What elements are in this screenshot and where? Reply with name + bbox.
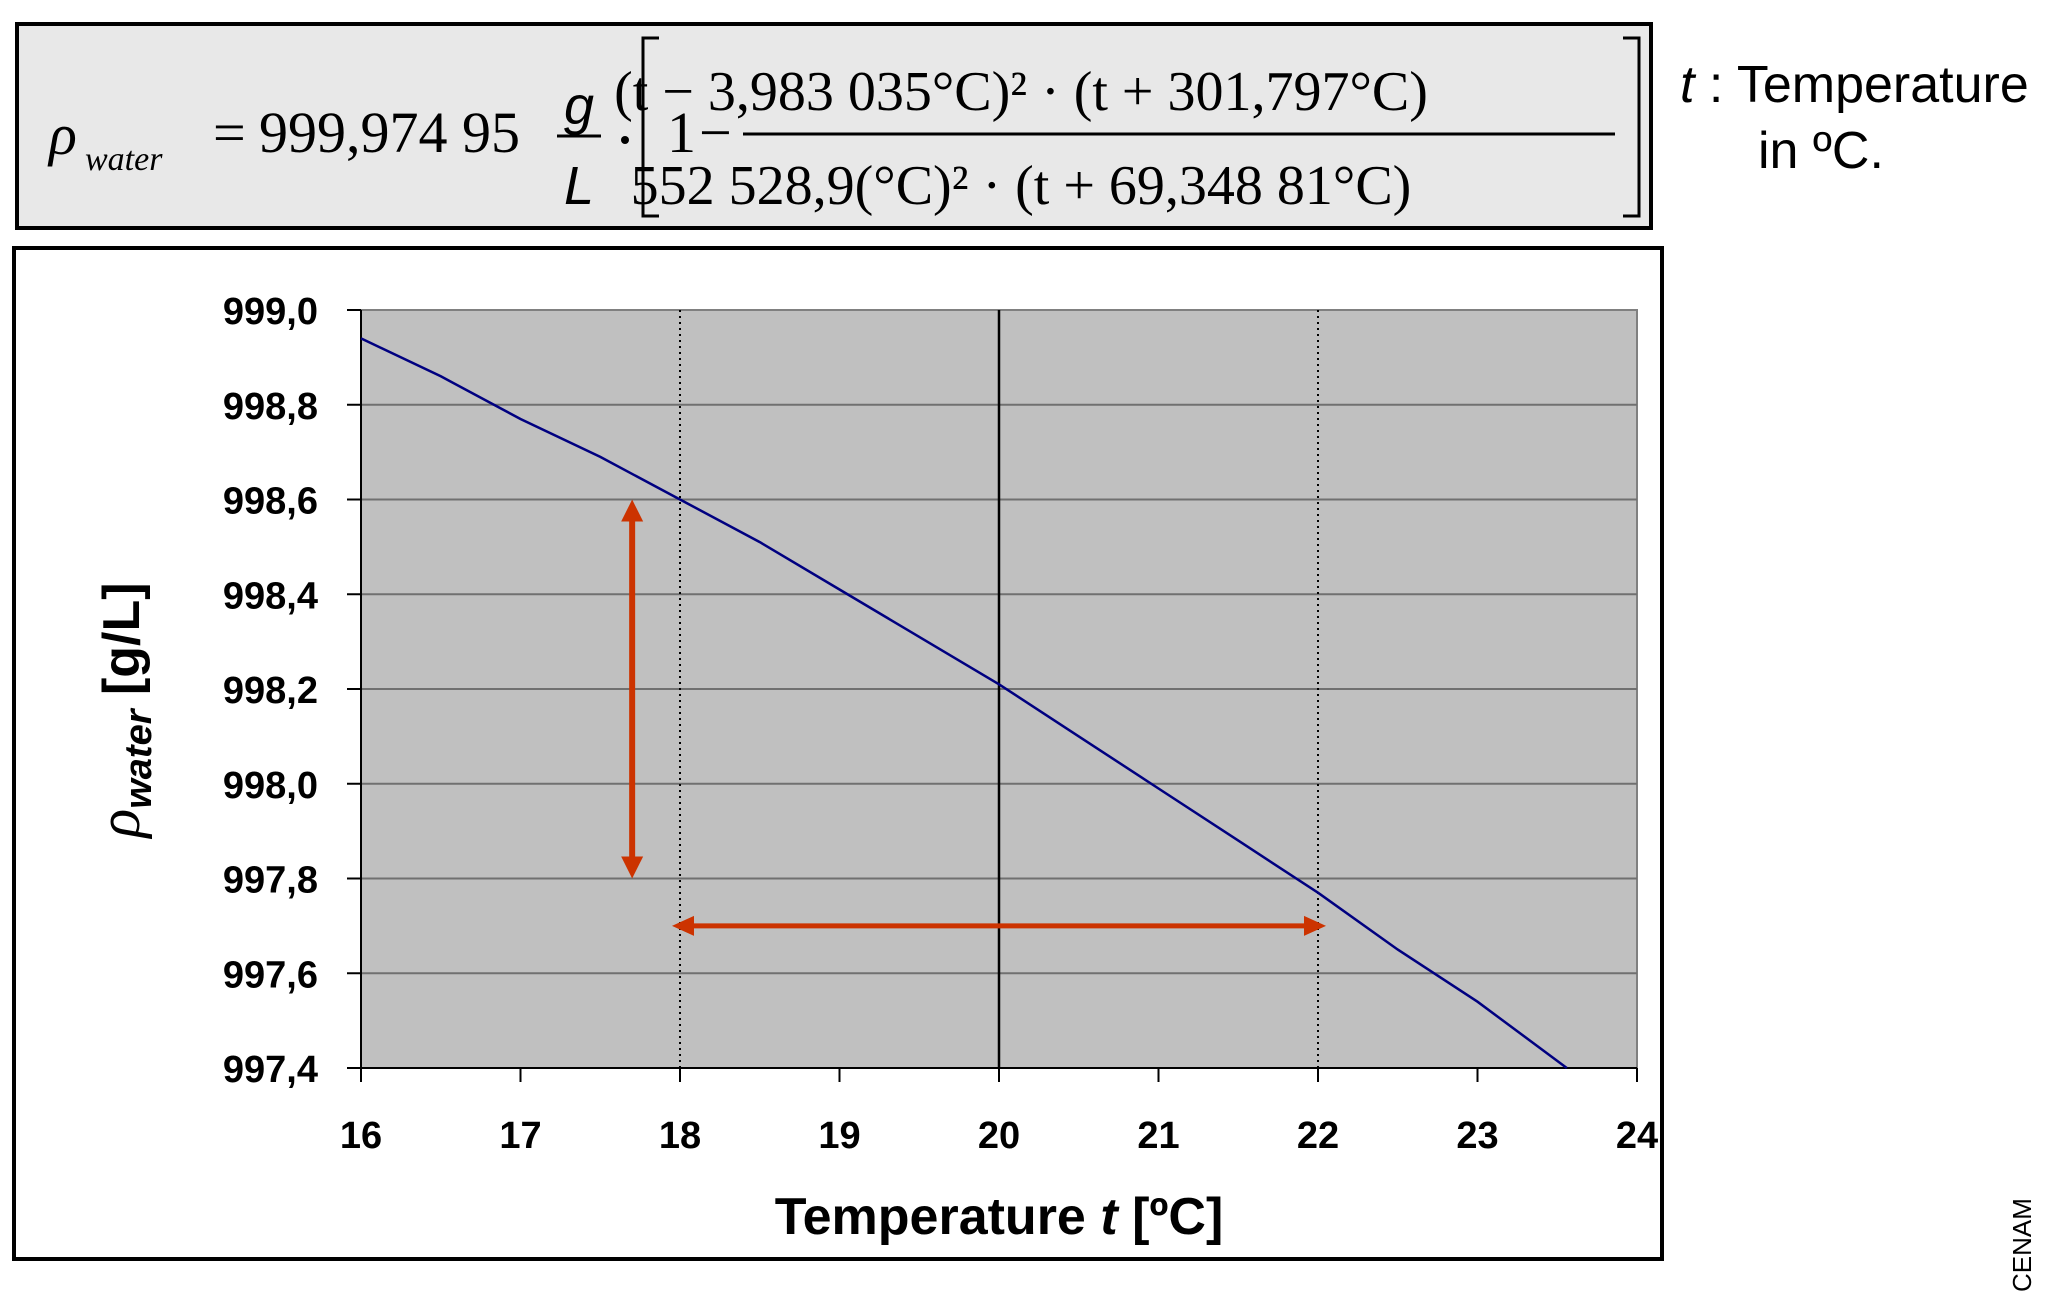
horizontal-arrow-head-right <box>1304 915 1326 936</box>
x-tick-label: 18 <box>659 1115 701 1157</box>
x-axis-title-unit: [ºC] <box>1118 1188 1224 1246</box>
y-tick-label: 998,4 <box>223 575 318 617</box>
formula-left-bracket <box>641 36 659 218</box>
x-tick-label: 16 <box>340 1115 382 1157</box>
y-tick-label: 998,0 <box>223 765 318 807</box>
formula-numerator: (t − 3,983 035°C)² · (t + 301,797°C) <box>614 61 1428 123</box>
formula-unit-L: L <box>564 156 594 216</box>
formula-rho-subscript: water <box>85 141 163 178</box>
formula-equals: = <box>213 100 246 165</box>
density-formula: ρ water = 999,974 95 g L 1 − (t − 3,983 … <box>15 22 1653 230</box>
axes <box>347 309 1638 1082</box>
vertical-arrow-head-bottom <box>621 856 644 879</box>
reference-lines <box>679 310 1319 1068</box>
vertical-arrow-head-top <box>621 499 644 522</box>
formula-minus: − <box>699 100 732 165</box>
x-tick-label: 17 <box>499 1115 541 1157</box>
y-axis-title-rho: ρ <box>86 809 152 840</box>
formula-unit-g: g <box>564 76 594 136</box>
formula-one: 1 <box>667 100 696 165</box>
formula-rho: ρ <box>47 102 77 167</box>
x-tick-label: 20 <box>978 1115 1020 1157</box>
note-line-2: in ºC. <box>1758 122 1884 180</box>
y-tick-label: 997,4 <box>223 1049 318 1091</box>
chart-frame: 997,4 997,6 997,8 998,0 998,2 998,4 998,6 998,8… <box>12 246 1664 1261</box>
y-axis-title-unit: [g/L] <box>93 582 151 709</box>
x-tick-label: 21 <box>1137 1115 1179 1157</box>
formula-constant: 999,974 95 <box>259 100 520 165</box>
y-tick-labels: 997,4 997,6 997,8 998,0 998,2 998,4 998,6 998,8… <box>223 291 318 1091</box>
y-tick-label: 997,6 <box>223 954 318 996</box>
formula-denominator: 552 528,9(°C)² · (t + 69,348 81°C) <box>631 155 1412 217</box>
x-axis-title: Temperature t [ºC] <box>775 1188 1224 1246</box>
y-tick-label: 999,0 <box>223 291 318 333</box>
y-tick-label: 998,8 <box>223 386 318 428</box>
y-tick-label: 997,8 <box>223 860 318 902</box>
x-tick-label: 23 <box>1456 1115 1498 1157</box>
x-axis-title-var: t <box>1100 1188 1120 1246</box>
x-tick-label: 24 <box>1616 1115 1658 1157</box>
y-axis-title-subscript: water <box>118 707 160 808</box>
formula-right-bracket <box>1623 36 1641 218</box>
x-tick-labels: 16 17 18 19 20 21 22 23 24 <box>340 1115 1658 1157</box>
y-tick-label: 998,6 <box>223 481 318 523</box>
note-variable: t <box>1680 56 1695 114</box>
formula-dot <box>621 136 629 144</box>
temperature-note: t : Temperature in ºC. <box>1680 52 2029 184</box>
note-line-1: : Temperature <box>1694 56 2029 114</box>
horizontal-arrow-head-left <box>672 915 694 936</box>
series-group <box>360 337 1568 1070</box>
y-tick-label: 998,2 <box>223 670 318 712</box>
x-tick-label: 19 <box>818 1115 860 1157</box>
x-tick-label: 22 <box>1297 1115 1339 1157</box>
x-axis-title-main: Temperature <box>775 1188 1101 1246</box>
credit-text: CENAM <box>2007 1198 2037 1292</box>
density-curve <box>360 337 1568 1070</box>
y-axis-title: ρwater [g/L] <box>86 582 160 839</box>
annotations <box>621 499 1326 936</box>
density-chart: 997,4 997,6 997,8 998,0 998,2 998,4 998,6 998,8… <box>86 291 1658 1246</box>
